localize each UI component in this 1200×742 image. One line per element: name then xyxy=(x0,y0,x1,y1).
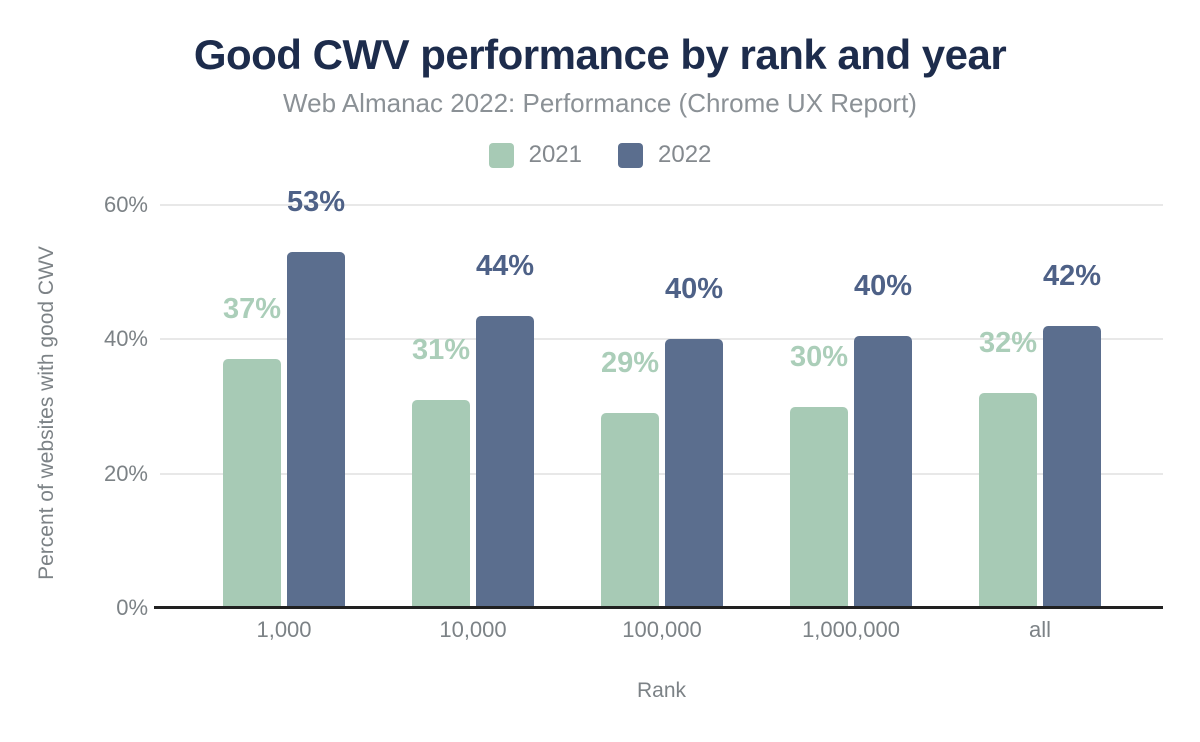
legend-item-2022: 2022 xyxy=(618,141,711,169)
value-label-2022-all: 42% xyxy=(1042,259,1102,292)
bar-2021-100-000 xyxy=(601,413,659,608)
y-tick-60pct: 60% xyxy=(103,192,148,217)
bar-2021-10-000 xyxy=(412,399,470,608)
value-label-2022-10-000: 44% xyxy=(475,249,535,282)
bar-2022-100-000 xyxy=(665,339,723,608)
value-label-2021-10-000: 31% xyxy=(411,333,471,366)
bar-2021-1-000-000 xyxy=(790,406,848,608)
gridline-60pct xyxy=(160,204,1163,206)
x-tick-1-000-000: 1,000,000 xyxy=(802,617,900,642)
y-tick-20pct: 20% xyxy=(103,460,148,486)
bar-2021-1-000 xyxy=(223,359,281,608)
value-label-2021-1-000-000: 30% xyxy=(789,340,849,373)
x-tick-all: all xyxy=(1028,617,1052,642)
bar-2022-1-000-000 xyxy=(854,335,912,608)
legend-swatch-2021 xyxy=(488,142,514,168)
bar-2022-1-000 xyxy=(287,252,345,608)
plot-area: 37% 53% 31% 44% 29% 40% 30% 40% 32% 42% xyxy=(154,186,1163,609)
value-label-2021-1-000: 37% xyxy=(222,293,282,326)
bar-2022-10-000 xyxy=(476,315,534,608)
gridline-20pct xyxy=(160,472,1163,475)
gridline-40pct xyxy=(160,338,1163,341)
value-label-2021-all: 32% xyxy=(978,327,1038,360)
x-axis-title: Rank xyxy=(636,679,687,702)
legend-label-2021: 2021 xyxy=(528,141,582,168)
x-tick-10-000: 10,000 xyxy=(439,617,507,642)
x-tick-1-000: 1,000 xyxy=(256,617,312,642)
value-label-2022-1-000-000: 40% xyxy=(853,269,913,302)
bar-2021-all xyxy=(979,393,1037,608)
value-label-2022-100-000: 40% xyxy=(664,273,724,306)
legend-label-2022: 2022 xyxy=(658,141,712,168)
y-tick-0pct: 0% xyxy=(116,595,148,620)
legend-item-2021: 2021 xyxy=(488,141,582,169)
legend: 2021 2022 xyxy=(0,141,1200,169)
bar-2022-all xyxy=(1043,325,1101,608)
value-label-2021-100-000: 29% xyxy=(600,347,660,380)
y-tick-40pct: 40% xyxy=(103,326,148,352)
legend-swatch-2022 xyxy=(618,142,643,168)
y-axis-title: Percent of websites with good CWV xyxy=(35,246,58,580)
chart-subtitle: Web Almanac 2022: Performance (Chrome UX… xyxy=(283,88,917,118)
value-label-2022-1-000: 53% xyxy=(286,186,346,219)
chart-title: Good CWV performance by rank and year xyxy=(193,31,1007,78)
x-tick-100-000: 100,000 xyxy=(622,617,702,642)
x-axis-baseline xyxy=(154,606,1163,609)
